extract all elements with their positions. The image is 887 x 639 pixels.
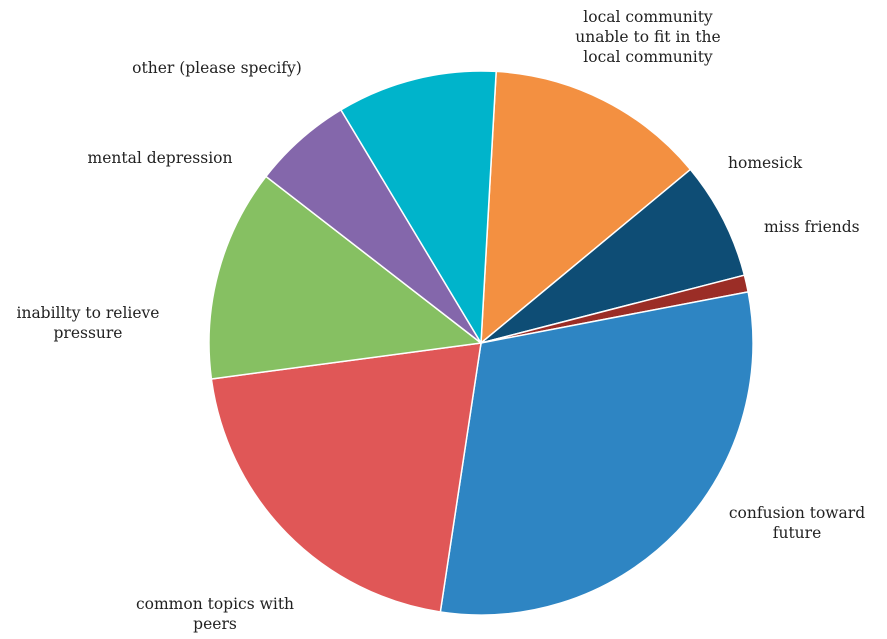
slice-label-line: other (please specify) [132, 59, 302, 77]
slice-label-5: common topics with peers [136, 595, 294, 633]
slice-label-2: homesick [728, 154, 803, 172]
slice-label-line: homesick [728, 154, 803, 172]
slice-label-7: mental depression [88, 149, 233, 167]
pie-slice-4 [439, 290, 754, 616]
slice-label-line: inabillty to relieve [17, 304, 160, 322]
slice-label-line: local community [583, 8, 713, 26]
slice-label-line: future [773, 524, 822, 542]
pie-labels: local community unable to fit in the local… [17, 8, 866, 633]
pie-slice-2 [480, 168, 746, 344]
slice-label-line: unable to fit in the [575, 28, 720, 46]
slice-label-4: confusion toward future [729, 504, 865, 542]
slice-label-line: confusion toward [729, 504, 865, 522]
pie-slice-1 [480, 70, 692, 345]
slice-label-8: other (please specify) [132, 59, 302, 77]
slice-label-line: pressure [54, 324, 123, 342]
slice-label-6: inabillty to relieve pressure [17, 304, 160, 342]
pie-slices [208, 70, 754, 616]
slice-label-line: peers [193, 615, 237, 633]
slice-label-line: local community [583, 48, 713, 66]
slice-label-3: miss friends [764, 218, 860, 236]
slice-label-1: local community unable to fit in the local… [575, 8, 720, 66]
pie-slice-8 [339, 70, 497, 346]
pie-slice-5 [210, 342, 482, 613]
slice-label-line: mental depression [88, 149, 233, 167]
slice-label-line: miss friends [764, 218, 860, 236]
slice-label-line: common topics with [136, 595, 294, 613]
pie-slice-6 [208, 175, 483, 380]
